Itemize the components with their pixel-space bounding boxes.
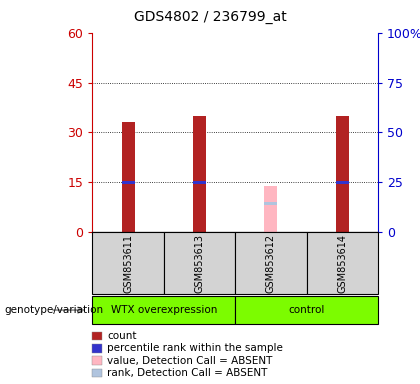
Bar bbox=[122, 122, 134, 232]
Bar bbox=[193, 181, 206, 184]
Text: WTX overexpression: WTX overexpression bbox=[110, 305, 217, 315]
Text: GSM853611: GSM853611 bbox=[123, 233, 133, 293]
Text: GSM853614: GSM853614 bbox=[337, 233, 347, 293]
Text: count: count bbox=[107, 331, 136, 341]
Bar bbox=[122, 181, 134, 184]
Text: value, Detection Call = ABSENT: value, Detection Call = ABSENT bbox=[107, 356, 273, 366]
Bar bbox=[92, 296, 235, 324]
Bar bbox=[235, 232, 307, 294]
Text: rank, Detection Call = ABSENT: rank, Detection Call = ABSENT bbox=[107, 368, 268, 378]
Bar bbox=[164, 232, 235, 294]
Text: genotype/variation: genotype/variation bbox=[4, 305, 103, 315]
Bar bbox=[265, 186, 277, 232]
Text: percentile rank within the sample: percentile rank within the sample bbox=[107, 343, 283, 353]
Bar bbox=[336, 116, 349, 232]
Text: GSM853612: GSM853612 bbox=[266, 233, 276, 293]
Bar bbox=[307, 232, 378, 294]
Bar bbox=[92, 232, 164, 294]
Text: GSM853613: GSM853613 bbox=[194, 233, 205, 293]
Bar bbox=[235, 296, 378, 324]
Bar bbox=[336, 181, 349, 184]
Bar bbox=[193, 116, 206, 232]
Text: GDS4802 / 236799_at: GDS4802 / 236799_at bbox=[134, 10, 286, 23]
Text: control: control bbox=[289, 305, 325, 315]
Bar bbox=[265, 202, 277, 205]
